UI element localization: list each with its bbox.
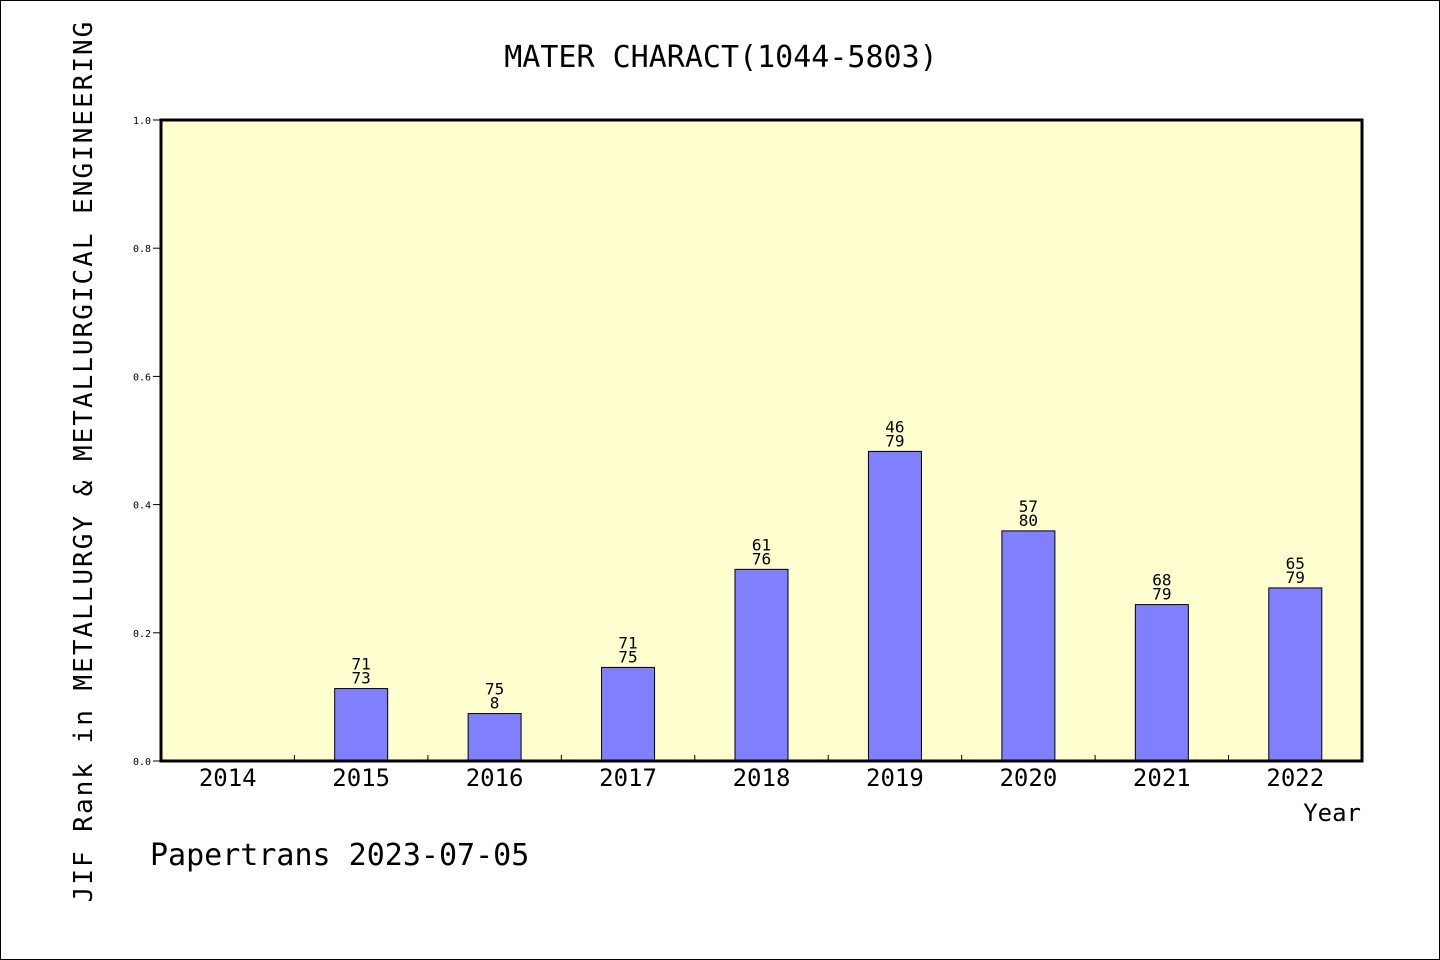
bar-label-total-2018: 76: [752, 549, 771, 568]
y-tick-label: 0.8: [133, 244, 151, 255]
bar-label-total-2019: 79: [885, 431, 904, 450]
bar-label-rank-2019: 46: [885, 417, 904, 436]
bar-label-total-2015: 73: [352, 669, 371, 688]
x-tick-label-2021: 2021: [1133, 764, 1191, 792]
bar-label-rank-2015: 71: [352, 655, 371, 674]
bar-label-rank-2018: 61: [752, 535, 771, 554]
x-tick-label-2016: 2016: [466, 764, 524, 792]
bar-label-total-2016: 8: [490, 694, 500, 713]
bar-2015: [334, 688, 389, 762]
bar-label-total-2021: 79: [1152, 585, 1171, 604]
bar-2016: [467, 713, 522, 762]
x-tick-label-2014: 2014: [199, 764, 257, 792]
bar-2020: [1001, 530, 1056, 762]
bar-2021: [1134, 604, 1189, 762]
bar-2017: [601, 666, 656, 762]
chart-title: MATER CHARACT(1044-5803): [504, 40, 937, 75]
bar-label-rank-2020: 57: [1019, 497, 1038, 516]
x-tick-label-2017: 2017: [599, 764, 657, 792]
bar-2018: [734, 568, 789, 762]
footer-credit: Papertrans 2023-07-05: [150, 838, 529, 873]
y-tick-label: 1.0: [133, 116, 151, 127]
y-tick-label: 0.6: [133, 372, 151, 383]
y-tick-label: 0.2: [133, 629, 151, 640]
bar-label-total-2020: 80: [1019, 511, 1038, 530]
x-tick-label-2022: 2022: [1266, 764, 1324, 792]
y-axis-label: JIF Rank in METALLURGY & METALLURGICAL E…: [69, 20, 99, 903]
x-tick-label-2020: 2020: [999, 764, 1057, 792]
bar-label-total-2017: 75: [618, 647, 637, 666]
x-tick-label-2018: 2018: [733, 764, 791, 792]
plot-border: [159, 118, 1364, 763]
bar-label-rank-2021: 68: [1152, 571, 1171, 590]
bar-label-total-2022: 79: [1286, 568, 1305, 587]
x-axis-label: Year: [1303, 799, 1361, 827]
y-tick-label: 0.4: [133, 501, 151, 512]
bar-2022: [1268, 587, 1323, 762]
bar-label-rank-2017: 71: [618, 633, 637, 652]
y-tick-label: 0.0: [133, 757, 151, 768]
bar-label-rank-2022: 65: [1286, 554, 1305, 573]
x-tick-label-2015: 2015: [332, 764, 390, 792]
bar-label-rank-2016: 75: [485, 680, 504, 699]
x-tick-label-2019: 2019: [866, 764, 924, 792]
bar-2019: [867, 450, 922, 762]
